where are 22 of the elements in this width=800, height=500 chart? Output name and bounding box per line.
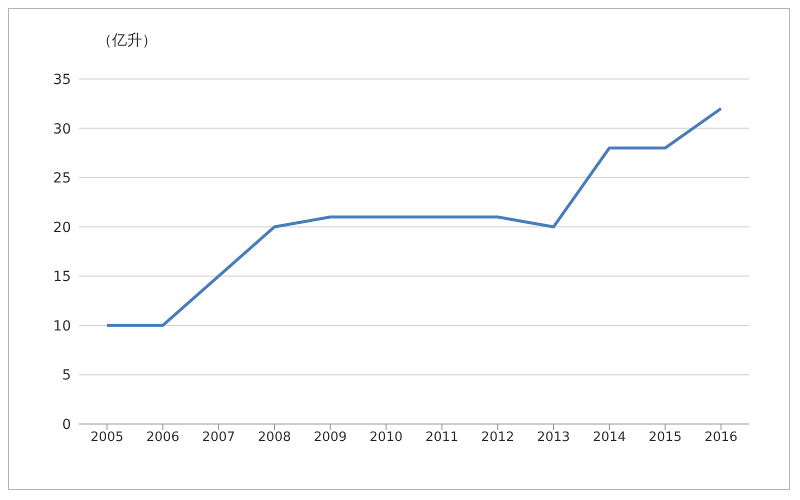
y-tick-label: 20 xyxy=(53,220,71,236)
line-series xyxy=(106,107,722,327)
x-tick-label: 2006 xyxy=(146,430,180,446)
x-tick-label: 2014 xyxy=(592,430,626,446)
y-tick-label: 0 xyxy=(62,416,71,433)
x-tick-label: 2012 xyxy=(481,430,514,446)
x-tick-label: 2015 xyxy=(648,430,682,446)
x-tick-label: 2005 xyxy=(90,430,124,446)
y-tick-label: 15 xyxy=(53,269,71,286)
y-tick-label: 10 xyxy=(53,318,71,334)
x-tick-label: 2013 xyxy=(537,430,570,446)
x-tick-label: 2009 xyxy=(314,430,347,446)
y-tick-label: 35 xyxy=(53,72,71,88)
x-tick-label: 2008 xyxy=(258,430,291,446)
y-axis-title: （亿升） xyxy=(97,31,157,50)
y-tick-label: 25 xyxy=(53,170,71,187)
y-tick-label: 5 xyxy=(62,368,71,384)
x-tick-label: 2016 xyxy=(704,430,738,446)
x-tick-label: 2010 xyxy=(370,430,403,446)
x-tick-label: 2011 xyxy=(425,430,458,446)
y-tick-label: 30 xyxy=(53,121,71,138)
x-tick-label: 2007 xyxy=(202,430,236,446)
